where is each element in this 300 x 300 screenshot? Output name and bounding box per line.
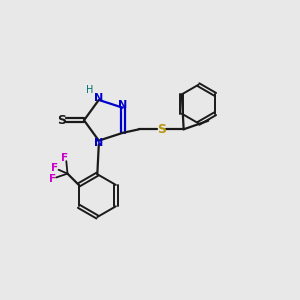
Text: N: N — [118, 100, 128, 110]
Text: F: F — [61, 153, 68, 163]
Text: F: F — [49, 174, 56, 184]
Text: S: S — [157, 123, 166, 136]
Text: S: S — [58, 114, 67, 127]
Text: N: N — [94, 92, 104, 103]
Text: N: N — [94, 138, 104, 148]
Text: H: H — [85, 85, 93, 95]
Text: F: F — [51, 163, 58, 173]
